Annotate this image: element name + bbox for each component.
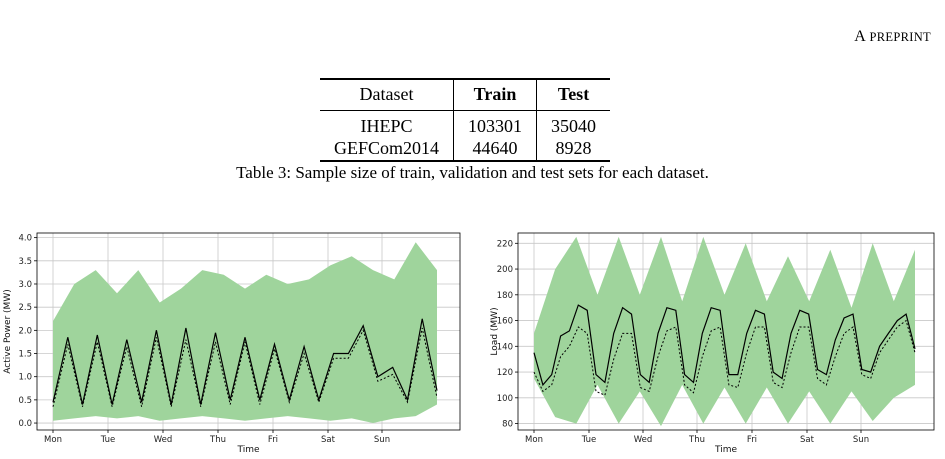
chart-gefcom: 80 100 120 140 160 180 200 220 Mon Tue Wed Thu Fri Sa… [488,228,940,459]
x-axis-label: Time [714,445,737,455]
x-tick-label: Fri [747,435,757,445]
x-tick-label: Mon [44,435,62,445]
cell-train: 44640 [453,137,537,161]
x-tick-label: Sat [800,435,815,445]
y-tick-label: 80 [502,420,513,430]
forecast-line [533,319,916,396]
x-tick-label: Wed [634,435,653,445]
table-row: IHEPC 103301 35040 [320,110,611,137]
plot-frame [517,232,935,431]
y-tick-label: 2.0 [18,326,32,336]
y-tick-label: 0.5 [18,396,32,406]
y-tick-label: 4.0 [18,234,32,244]
actual-line [52,318,438,405]
y-tick-label: 220 [497,239,513,249]
y-tick-label: 100 [497,394,513,404]
col-header-test: Test [536,79,611,111]
y-tick-label: 160 [497,317,513,327]
x-tick-label: Mon [525,435,543,445]
cell-dataset: GEFCom2014 [334,138,440,158]
x-tick-label: Wed [154,435,173,445]
y-tick-label: 1.5 [18,350,32,360]
table-row: GEFCom2014 44640 8928 [320,137,611,161]
table-caption: Table 3: Sample size of train, validatio… [236,163,709,182]
x-tick-label: Sat [321,435,336,445]
y-tick-label: 3.0 [18,280,32,290]
y-tick-label: 200 [497,265,513,275]
plot-frame [36,232,461,431]
y-tick-label: 0.0 [18,419,32,429]
cell-test: 8928 [536,137,611,161]
y-axis-label: Load (MW) [490,307,500,355]
col-header-dataset: Dataset [359,84,414,104]
x-tick-label: Thu [688,435,705,445]
x-tick-label: Sun [374,435,390,445]
actual-line [533,304,916,387]
y-axis-label: Active Power (MW) [3,289,13,373]
running-header: A PREPRINT [854,28,931,45]
cell-dataset: IHEPC [360,116,413,136]
cell-test: 35040 [536,110,611,137]
forecast-line [52,327,438,407]
x-tick-label: Tue [581,435,597,445]
x-tick-label: Sun [853,435,869,445]
chart-gefcom-svg: 80 100 120 140 160 180 200 220 Mon Tue Wed Thu Fri Sa… [490,232,935,455]
x-tick-label: Tue [100,435,116,445]
x-tick-label: Thu [209,435,226,445]
results-table: Dataset Train Test IHEPC 103301 35040 GE… [320,78,611,162]
chart-ihepc-svg: 0.0 0.5 1.0 1.5 2.0 2.5 3.0 3.5 4.0 Mon Tue Wed Thu F… [3,232,461,455]
y-tick-label: 180 [497,291,513,301]
col-header-train: Train [453,79,537,111]
y-tick-label: 140 [497,342,513,352]
chart-ihepc: 0.0 0.5 1.0 1.5 2.0 2.5 3.0 3.5 4.0 Mon Tue Wed Thu F… [0,228,465,459]
y-tick-label: 1.0 [18,373,32,383]
cell-train: 103301 [453,110,537,137]
x-axis-label: Time [236,445,259,455]
prediction-interval-band [53,242,437,423]
y-tick-label: 120 [497,368,513,378]
x-tick-label: Fri [268,435,278,445]
prediction-interval-band [534,236,915,427]
y-tick-label: 2.5 [18,303,32,313]
y-tick-label: 3.5 [18,257,32,267]
